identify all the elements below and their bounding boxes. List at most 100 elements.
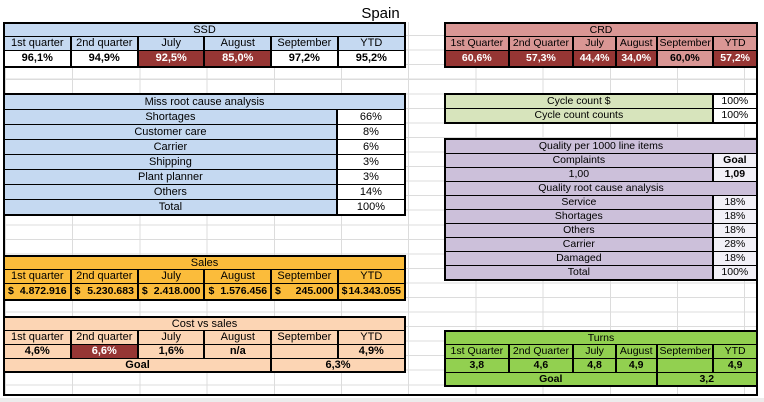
value-cell[interactable]: 66% [335, 109, 407, 125]
cost-vs-sales-title-cell[interactable]: Cost vs sales [3, 316, 406, 331]
header-cell[interactable]: September [655, 36, 715, 51]
value-cell-alert[interactable]: 34,0% [614, 50, 658, 68]
value-cell[interactable]: 100% [711, 93, 759, 109]
value-cell[interactable]: 4,6 [507, 358, 575, 373]
value-cell-alert[interactable]: 6,6% [69, 344, 139, 359]
value-cell[interactable]: $5.230.683 [69, 283, 139, 301]
value-cell[interactable]: 4,9 [614, 358, 658, 373]
goal-label-cell[interactable]: Goal [444, 372, 658, 387]
header-cell[interactable]: 2nd quarter [69, 269, 139, 284]
label-cell[interactable]: Cycle count counts [444, 108, 714, 124]
header-cell[interactable]: July [136, 269, 206, 284]
value-cell[interactable]: 3,8 [444, 358, 510, 373]
header-cell[interactable]: 1st Quarter [444, 36, 510, 51]
value-cell[interactable]: $1.576.456 [203, 283, 273, 301]
header-cell[interactable]: 2nd quarter [69, 330, 139, 345]
value-cell-alert[interactable]: 44,4% [572, 50, 617, 68]
ssd-title-cell[interactable]: SSD [3, 22, 406, 37]
header-cell[interactable]: 2nd quarter [69, 36, 139, 51]
header-cell[interactable]: YTD [336, 269, 407, 284]
value-cell[interactable]: 4,9% [336, 344, 407, 359]
value-cell[interactable]: 18% [711, 195, 759, 210]
value-cell[interactable]: 4,9 [712, 358, 758, 373]
value-cell[interactable]: 95,2% [336, 50, 407, 68]
value-cell[interactable]: n/a [203, 344, 273, 359]
value-cell[interactable]: 4,6% [3, 344, 72, 359]
header-cell[interactable]: 2nd Quarter [507, 36, 575, 51]
header-cell[interactable]: August [203, 36, 273, 51]
label-cell[interactable]: Cycle count $ [444, 93, 714, 109]
header-cell[interactable]: YTD [712, 344, 758, 359]
label-cell[interactable]: Damaged [444, 251, 714, 266]
value-cell[interactable]: 100% [335, 199, 407, 216]
value-cell-alert[interactable]: 85,0% [203, 50, 273, 68]
header-cell[interactable]: August [614, 344, 658, 359]
value-cell-empty[interactable] [655, 358, 715, 373]
value-cell[interactable]: 14% [335, 184, 407, 200]
label-cell[interactable]: Total [3, 199, 338, 216]
label-cell[interactable]: Complaints [444, 153, 714, 168]
header-cell[interactable]: July [136, 330, 206, 345]
goal-label-cell[interactable]: Goal [2, 358, 273, 373]
value-cell[interactable]: 18% [711, 209, 759, 224]
header-cell[interactable]: August [203, 330, 273, 345]
turns-title-cell[interactable]: Turns [444, 330, 758, 345]
header-cell[interactable]: August [203, 269, 273, 284]
header-cell[interactable]: 1st quarter [3, 269, 72, 284]
value-cell-empty[interactable] [270, 344, 339, 359]
header-cell[interactable]: 1st Quarter [444, 344, 510, 359]
label-cell[interactable]: Carrier [3, 139, 338, 155]
header-cell[interactable]: August [614, 36, 658, 51]
label-cell[interactable]: Carrier [444, 237, 714, 252]
label-cell[interactable]: Service [444, 195, 714, 210]
value-cell-alert[interactable]: 92,5% [136, 50, 206, 68]
header-cell[interactable]: July [136, 36, 206, 51]
header-cell[interactable]: YTD [336, 36, 407, 51]
header-cell[interactable]: YTD [712, 36, 758, 51]
value-cell[interactable]: 94,9% [69, 50, 139, 68]
header-cell[interactable]: 2nd Quarter [507, 344, 575, 359]
value-cell[interactable]: $2.418.000 [136, 283, 206, 301]
sales-title-cell[interactable]: Sales [3, 255, 406, 270]
label-cell[interactable]: Others [444, 223, 714, 238]
value-cell[interactable]: 4,8 [572, 358, 617, 373]
value-cell[interactable]: 100% [711, 108, 759, 124]
value-cell[interactable]: $14.343.055 [336, 283, 407, 301]
value-cell[interactable]: $4.872.916 [3, 283, 72, 301]
value-cell[interactable]: 6% [335, 139, 407, 155]
value-cell[interactable]: 1,6% [136, 344, 206, 359]
value-cell[interactable]: 3% [335, 169, 407, 185]
label-cell[interactable]: Customer care [3, 124, 338, 140]
header-cell[interactable]: September [270, 269, 339, 284]
quality-title-cell[interactable]: Quality per 1000 line items [444, 138, 758, 154]
header-cell[interactable]: September [270, 330, 339, 345]
goal-value-cell[interactable]: 6,3% [270, 358, 406, 373]
value-cell[interactable]: 1,00 [444, 167, 714, 182]
goal-header-cell[interactable]: Goal [711, 153, 759, 168]
value-cell-alert[interactable]: 60,6% [444, 50, 510, 68]
header-cell[interactable]: YTD [336, 330, 407, 345]
header-cell[interactable]: September [655, 344, 715, 359]
label-cell[interactable]: Plant planner [3, 169, 338, 185]
value-cell[interactable]: 8% [335, 124, 407, 140]
value-cell[interactable]: $245.000 [270, 283, 339, 301]
header-cell[interactable]: 1st quarter [3, 330, 72, 345]
quality-rca-title-cell[interactable]: Quality root cause analysis [444, 181, 758, 196]
value-cell[interactable]: 100% [711, 265, 759, 281]
label-cell[interactable]: Total [444, 265, 714, 281]
value-cell[interactable]: 18% [711, 223, 759, 238]
label-cell[interactable]: Others [3, 184, 338, 200]
header-cell[interactable]: September [270, 36, 339, 51]
value-cell-alert[interactable]: 57,3% [507, 50, 575, 68]
value-cell[interactable]: 18% [711, 251, 759, 266]
goal-value-cell[interactable]: 1,09 [711, 167, 759, 182]
value-cell[interactable]: 96,1% [3, 50, 72, 68]
value-cell-alert[interactable]: 57,2% [712, 50, 758, 68]
value-cell[interactable]: 60,0% [655, 50, 715, 68]
value-cell[interactable]: 97,2% [270, 50, 339, 68]
label-cell[interactable]: Shortages [3, 109, 338, 125]
crd-title-cell[interactable]: CRD [444, 22, 758, 37]
header-cell[interactable]: July [572, 344, 617, 359]
value-cell[interactable]: 28% [711, 237, 759, 252]
header-cell[interactable]: 1st quarter [3, 36, 72, 51]
